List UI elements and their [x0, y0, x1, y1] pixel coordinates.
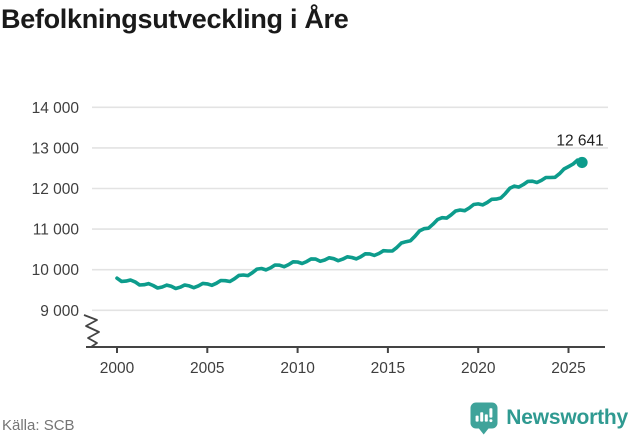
x-axis-tick-label: 2015 — [371, 360, 405, 377]
x-axis-tick-label: 2000 — [100, 360, 135, 377]
newsworthy-logo[interactable]: Newsworthy — [469, 401, 628, 435]
y-axis-tick-label: 10 000 — [32, 262, 80, 279]
y-axis-break-icon — [83, 314, 100, 348]
x-axis-tick-label: 2005 — [190, 360, 224, 377]
newsworthy-icon — [470, 402, 498, 435]
y-axis-tick-label: 14 000 — [32, 100, 80, 117]
population-line — [115, 158, 584, 291]
y-axis-tick-label: 12 000 — [32, 181, 80, 198]
x-axis-tick-label: 2010 — [280, 360, 315, 377]
source-label: Källa: SCB — [2, 417, 75, 434]
latest-value-label: 12 641 — [556, 132, 603, 149]
y-axis-tick-label: 13 000 — [32, 140, 80, 157]
latest-value-marker — [576, 156, 588, 169]
population-line-chart: 14 000 13 000 12 000 11 000 10 000 9 000 2000 2… — [32, 100, 608, 377]
x-axis-tick-label: 2020 — [461, 360, 496, 377]
x-axis-tick-label: 2025 — [551, 360, 585, 377]
y-axis-tick-label: 9 000 — [40, 303, 79, 320]
chart-title: Befolkningsutveckling i Åre — [1, 4, 349, 34]
y-axis-tick-label: 11 000 — [33, 222, 80, 239]
brand-name: Newsworthy — [506, 406, 628, 429]
